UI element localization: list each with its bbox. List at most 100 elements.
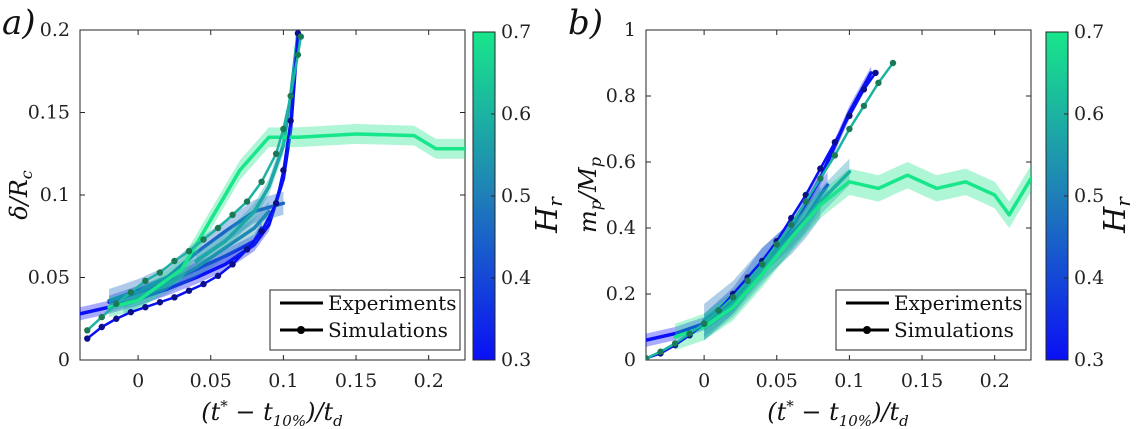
simulation-point-b-1 — [729, 294, 737, 301]
simulation-point-b-1 — [715, 307, 722, 314]
panel-label-b: b) — [568, 3, 603, 43]
svg-text:δ/Rc: δ/Rc — [5, 170, 36, 220]
simulation-point-a-0 — [171, 294, 178, 301]
legend-simulations-a: Simulations — [328, 318, 448, 342]
y-tick-label-b: 1 — [624, 19, 636, 41]
x-tick-label-a: 0 — [132, 370, 144, 392]
colorbar-tick-label-a: 0.4 — [501, 267, 531, 289]
chart-panel-a: a) δ/Rc (t* − t10%)/td 0 0.05 0.1 0.15 0.200… — [2, 3, 567, 429]
x-tick-label-a: 0.1 — [268, 370, 298, 392]
colorbar-b: 0.30.40.50.60.7 Hr — [1045, 21, 1135, 371]
x-tick-label-b: 0.2 — [980, 370, 1010, 392]
y-tick-label-a: 0.05 — [28, 267, 70, 289]
simulation-point-a-1 — [113, 300, 120, 308]
simulation-point-a-1 — [84, 327, 91, 334]
experiment-band-b-4 — [675, 162, 1031, 351]
y-tick-label-b: 0.6 — [606, 151, 636, 173]
simulation-point-a-1 — [294, 51, 302, 58]
simulation-point-a-0 — [84, 335, 91, 342]
x-tick-label-b: 0.1 — [834, 370, 864, 392]
simulation-point-b-0 — [802, 191, 810, 199]
y-axis-label-b: mp/Mp — [574, 157, 605, 233]
y-tick-label-a: 0 — [58, 349, 70, 371]
simulation-point-a-1 — [287, 92, 294, 100]
simulation-point-a-0 — [243, 246, 251, 253]
simulation-point-b-1 — [657, 348, 664, 355]
y-tick-label-a: 0.2 — [40, 19, 70, 41]
experiment-line-a-5 — [107, 132, 465, 309]
x-axis-label-a: (t* − t10%)/td — [201, 397, 343, 429]
colorbar-tick-label-a: 0.5 — [501, 185, 531, 207]
simulation-point-b-1 — [686, 330, 693, 337]
colorbar-tick-label-a: 0.7 — [501, 21, 531, 43]
x-tick-label-b: 0.05 — [756, 370, 798, 392]
simulation-point-a-0 — [113, 315, 120, 322]
simulation-point-a-0 — [229, 261, 236, 268]
y-tick-label-b: 0.2 — [606, 283, 636, 305]
simulation-point-a-0 — [200, 280, 207, 288]
series-a — [80, 30, 465, 342]
colorbar-tick-label-b: 0.4 — [1074, 267, 1104, 289]
colorbar-tick-label-b: 0.3 — [1074, 349, 1104, 371]
chart-panel-b: b) mp/Mp (t* − t10%)/td 0 0.05 0.1 0.15 0.2 0… — [568, 3, 1135, 429]
x-tick-label-b: 0.15 — [901, 370, 943, 392]
simulation-point-a-0 — [280, 167, 287, 174]
simulation-point-a-1 — [200, 236, 207, 243]
simulation-point-b-1 — [744, 277, 751, 284]
simulation-point-b-1 — [773, 241, 780, 248]
simulation-point-b-1 — [700, 320, 708, 327]
simulation-point-a-0 — [185, 287, 193, 294]
plot-area-b — [645, 29, 1032, 361]
simulation-point-a-1 — [243, 198, 251, 205]
simulation-point-a-1 — [280, 125, 287, 133]
y-axis-label-a: δ/Rc — [5, 170, 36, 220]
legend-b: Experiments Simulations — [835, 289, 1027, 351]
simulation-point-a-1 — [142, 277, 149, 284]
y-tick-label-a: 0.15 — [28, 102, 70, 124]
svg-text:(t* − t10%)/td: (t* − t10%)/td — [201, 397, 343, 429]
simulation-point-a-0 — [287, 117, 294, 124]
x-tick-label-a: 0.2 — [414, 370, 444, 392]
colorbar-tick-label-a: 0.3 — [501, 349, 531, 371]
y-tick-label-b: 0.8 — [606, 85, 636, 107]
svg-text:Hr: Hr — [530, 196, 567, 234]
simulation-point-b-1 — [831, 152, 839, 159]
colorbar-tick-label-b: 0.5 — [1074, 185, 1104, 207]
simulation-point-b-1 — [817, 175, 824, 182]
simulation-point-b-1 — [846, 125, 853, 133]
colorbar-tick-label-a: 0.6 — [501, 103, 531, 125]
svg-text:(t* − t10%)/td: (t* − t10%)/td — [767, 397, 909, 429]
simulation-point-b-1 — [875, 79, 882, 87]
simulation-point-b-1 — [788, 221, 795, 228]
series-b — [646, 59, 1031, 360]
x-tick-label-b: 0 — [698, 370, 710, 392]
simulation-point-a-0 — [156, 299, 164, 306]
x-tick-label-a: 0.05 — [190, 370, 232, 392]
legend-experiments-a: Experiments — [328, 291, 456, 315]
ticks-b: 0 0.05 0.1 0.15 0.2 0 0.2 0.4 0.6 0.8 1 — [606, 19, 1031, 392]
simulation-point-b-0 — [872, 69, 879, 77]
simulation-point-a-0 — [272, 200, 280, 207]
simulation-point-a-0 — [258, 228, 265, 235]
y-tick-label-a: 0.1 — [40, 184, 70, 206]
y-tick-label-b: 0.4 — [606, 217, 636, 239]
simulation-point-a-1 — [185, 247, 193, 255]
simulation-point-a-1 — [258, 178, 265, 185]
simulation-point-a-0 — [142, 304, 149, 311]
simulation-point-b-0 — [846, 112, 853, 120]
simulation-point-b-1 — [860, 102, 868, 110]
ticks-a: 0 0.05 0.1 0.15 0.2 0 0.05 0.1 0.15 0.2 — [28, 19, 465, 392]
x-tick-label-a: 0.15 — [335, 370, 377, 392]
panel-label-a: a) — [2, 3, 36, 43]
colorbar-tick-label-b: 0.7 — [1074, 21, 1104, 43]
x-axis-label-b: (t* − t10%)/td — [767, 397, 909, 429]
simulation-point-a-0 — [214, 272, 222, 280]
legend-a: Experiments Simulations — [269, 289, 461, 351]
experiment-line-b-4 — [673, 173, 1031, 339]
simulation-point-a-1 — [297, 33, 305, 40]
simulation-point-b-0 — [831, 139, 839, 146]
colorbar-a: 0.3 0.4 0.5 0.6 0.7 Hr — [472, 21, 567, 371]
simulation-point-a-0 — [127, 308, 135, 316]
simulation-point-a-1 — [272, 150, 280, 157]
